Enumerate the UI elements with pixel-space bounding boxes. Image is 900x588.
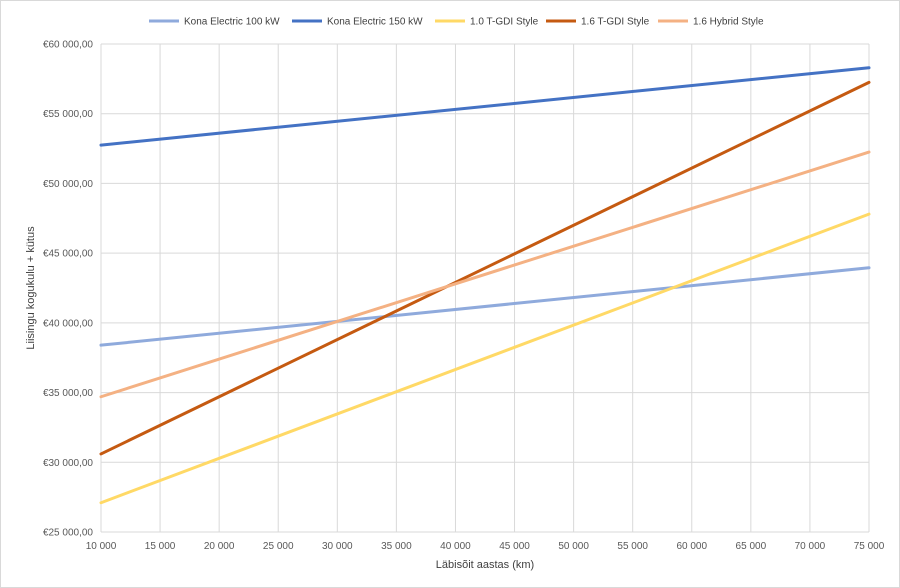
series-line <box>99 266 871 347</box>
x-tick-label: 75 000 <box>854 541 885 552</box>
x-tick-label: 15 000 <box>145 541 176 552</box>
y-axis-title: Liisingu kogukulu + kütus <box>25 226 37 350</box>
series-lines <box>99 66 871 505</box>
x-tick-label: 25 000 <box>263 541 294 552</box>
x-tick-label: 20 000 <box>204 541 235 552</box>
legend: Kona Electric 100 kW Kona Electric 150 kW… <box>149 17 764 28</box>
y-axis-ticks: €25 000,00 €30 000,00 €35 000,00 €40 000,00… <box>43 40 93 539</box>
legend-label: Kona Electric 100 kW <box>184 17 280 28</box>
x-tick-label: 55 000 <box>617 541 648 552</box>
x-tick-label: 45 000 <box>499 541 530 552</box>
y-tick-label: €45 000,00 <box>43 249 93 260</box>
legend-label: 1.0 T-GDI Style <box>470 17 539 28</box>
legend-label: Kona Electric 150 kW <box>327 17 423 28</box>
x-tick-label: 60 000 <box>676 541 707 552</box>
x-tick-label: 30 000 <box>322 541 353 552</box>
series-line <box>99 66 871 147</box>
x-axis-title: Läbisõit aastas (km) <box>436 559 534 571</box>
y-tick-label: €25 000,00 <box>43 528 93 539</box>
x-tick-label: 10 000 <box>86 541 117 552</box>
x-tick-label: 50 000 <box>558 541 589 552</box>
y-tick-label: €30 000,00 <box>43 458 93 469</box>
x-tick-label: 65 000 <box>736 541 767 552</box>
y-tick-label: €60 000,00 <box>43 40 93 51</box>
series-line <box>99 80 871 456</box>
grid <box>100 43 870 533</box>
y-tick-label: €40 000,00 <box>43 318 93 329</box>
x-axis-ticks: 10 000 15 000 20 000 25 000 30 000 35 000 40 0… <box>86 541 885 552</box>
legend-label: 1.6 Hybrid Style <box>693 17 764 28</box>
series-line <box>99 150 871 399</box>
x-tick-label: 35 000 <box>381 541 412 552</box>
legend-label: 1.6 T-GDI Style <box>581 17 650 28</box>
y-tick-label: €55 000,00 <box>43 109 93 120</box>
x-tick-label: 40 000 <box>440 541 471 552</box>
x-tick-label: 70 000 <box>795 541 826 552</box>
y-tick-label: €35 000,00 <box>43 388 93 399</box>
y-tick-label: €50 000,00 <box>43 179 93 190</box>
series-line <box>99 212 871 505</box>
